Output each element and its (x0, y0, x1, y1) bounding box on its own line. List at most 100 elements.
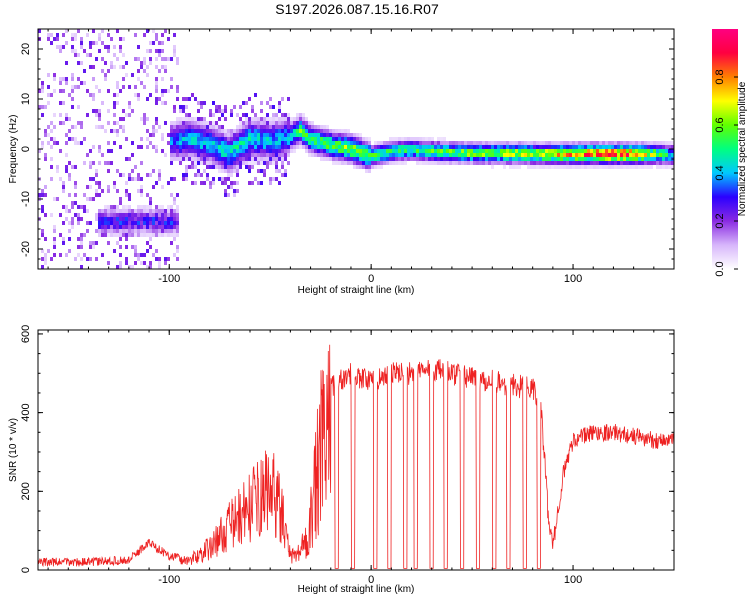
heatmap-cell (131, 209, 134, 213)
heatmap-cell (98, 217, 101, 221)
heatmap-cell (107, 221, 110, 225)
heatmap-cell (464, 145, 467, 149)
heatmap-cell (197, 137, 200, 141)
heatmap-cell (335, 153, 338, 157)
heatmap-cell (56, 197, 59, 201)
heatmap-cell (272, 137, 275, 141)
heatmap-cell (314, 153, 317, 157)
heatmap-cell (515, 161, 518, 165)
heatmap-cell (182, 173, 185, 177)
heatmap-cell (419, 137, 422, 141)
heatmap-cell (116, 217, 119, 221)
heatmap-cell (113, 141, 116, 145)
heatmap-cell (356, 141, 359, 145)
heatmap-cell (245, 153, 248, 157)
heatmap-cell (149, 141, 152, 145)
heatmap-cell (596, 141, 599, 145)
heatmap-cell (227, 169, 230, 173)
heatmap-cell (551, 165, 554, 169)
heatmap-cell (215, 129, 218, 133)
heatmap-cell (278, 149, 281, 153)
heatmap-cell (344, 145, 347, 149)
heatmap-cell (38, 29, 41, 33)
heatmap-cell (197, 161, 200, 165)
heatmap-cell (119, 89, 122, 93)
heatmap-cell (248, 153, 251, 157)
heatmap-cell (221, 137, 224, 141)
heatmap-cell (149, 233, 152, 237)
heatmap-cell (317, 129, 320, 133)
heatmap-cell (554, 157, 557, 161)
heatmap-cell (80, 245, 83, 249)
heatmap-cell (341, 157, 344, 161)
heatmap-cell (86, 197, 89, 201)
heatmap-cell (359, 161, 362, 165)
heatmap-cell (614, 153, 617, 157)
heatmap-cell (509, 153, 512, 157)
heatmap-cell (632, 145, 635, 149)
heatmap-cell (119, 253, 122, 257)
heatmap-cell (155, 77, 158, 81)
heatmap-cell (329, 141, 332, 145)
heatmap-cell (95, 229, 98, 233)
heatmap-cell (158, 169, 161, 173)
heatmap-cell (131, 141, 134, 145)
heatmap-cell (212, 165, 215, 169)
heatmap-cell (122, 129, 125, 133)
heatmap-cell (92, 29, 95, 33)
heatmap-cell (377, 157, 380, 161)
heatmap-cell (584, 153, 587, 157)
heatmap-cell (248, 161, 251, 165)
heatmap-cell (620, 145, 623, 149)
heatmap-cell (110, 61, 113, 65)
heatmap-cell (182, 157, 185, 161)
heatmap-cell (314, 141, 317, 145)
heatmap-cell (338, 149, 341, 153)
heatmap-cell (164, 57, 167, 61)
heatmap-cell (353, 165, 356, 169)
heatmap-cell (149, 225, 152, 229)
heatmap-cell (128, 173, 131, 177)
heatmap-cell (476, 161, 479, 165)
heatmap-cell (317, 145, 320, 149)
heatmap-cell (494, 149, 497, 153)
heatmap-cell (68, 117, 71, 121)
heatmap-cell (383, 149, 386, 153)
heatmap-cell (224, 141, 227, 145)
heatmap-cell (395, 149, 398, 153)
heatmap-cell (530, 157, 533, 161)
heatmap-cell (626, 157, 629, 161)
heatmap-cell (572, 153, 575, 157)
heatmap-cell (170, 229, 173, 233)
heatmap-cell (470, 141, 473, 145)
heatmap-cell (479, 141, 482, 145)
heatmap-cell (143, 233, 146, 237)
heatmap-cell (200, 137, 203, 141)
heatmap-cell (71, 217, 74, 221)
heatmap-cell (251, 141, 254, 145)
heatmap-cell (581, 145, 584, 149)
heatmap-cell (167, 233, 170, 237)
heatmap-cell (524, 145, 527, 149)
colorbar-tick-label: 0.4 (714, 165, 726, 180)
heatmap-cell (71, 77, 74, 81)
heatmap-cell (185, 145, 188, 149)
heatmap-cell (74, 193, 77, 197)
heatmap-cell (71, 205, 74, 209)
heatmap-cell (206, 149, 209, 153)
heatmap-cell (77, 53, 80, 57)
heatmap-cell (77, 253, 80, 257)
heatmap-cell (38, 105, 41, 109)
heatmap-cell (254, 129, 257, 133)
heatmap-cell (266, 153, 269, 157)
heatmap-cell (44, 261, 47, 265)
heatmap-cell (593, 153, 596, 157)
heatmap-cell (392, 145, 395, 149)
heatmap-cell (119, 221, 122, 225)
heatmap-cell (422, 137, 425, 141)
heatmap-cell (260, 145, 263, 149)
heatmap-cell (653, 153, 656, 157)
heatmap-cell (650, 149, 653, 153)
spectrogram-x-tick-label: 0 (368, 273, 374, 285)
heatmap-cell (197, 133, 200, 137)
